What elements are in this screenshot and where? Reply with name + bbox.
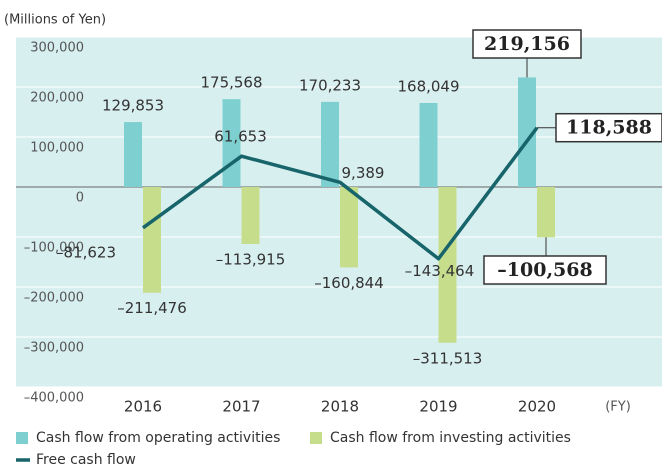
bar — [419, 102, 438, 187]
data-label: –113,915 — [216, 250, 286, 268]
data-label: 61,653 — [214, 128, 267, 146]
y-tick-label: –200,000 — [24, 291, 84, 306]
y-tick-label: 0 — [76, 191, 84, 206]
data-label: 168,049 — [397, 77, 459, 95]
legend-swatch — [16, 432, 28, 444]
y-tick-label: 300,000 — [30, 41, 84, 56]
data-label: 118,588 — [566, 117, 652, 139]
data-label-box — [555, 112, 662, 143]
data-label: 170,233 — [299, 76, 361, 94]
x-tick-label: 2019 — [419, 398, 457, 416]
bar — [321, 101, 339, 187]
data-label: –311,513 — [413, 349, 483, 367]
y-tick-label: –300,000 — [24, 341, 84, 356]
data-label: 175,568 — [200, 74, 262, 92]
bar — [124, 122, 142, 187]
y-tick-label: 100,000 — [30, 141, 84, 156]
x-tick-label: 2018 — [321, 398, 359, 416]
x-unit-label: (FY) — [605, 400, 631, 415]
data-label-box — [472, 29, 582, 59]
data-label: 219,156 — [484, 33, 570, 55]
data-label: –143,464 — [405, 262, 475, 280]
legend-label: Free cash flow — [36, 452, 136, 468]
line — [141, 126, 539, 261]
legend-swatch — [310, 432, 322, 444]
data-label: –160,844 — [314, 274, 384, 292]
bar — [241, 187, 260, 244]
x-tick-label: 2016 — [124, 398, 162, 416]
y-tick-label: –400,000 — [24, 391, 84, 406]
data-label: –100,568 — [497, 259, 592, 281]
data-label-box — [483, 255, 607, 285]
legend-label: Cash flow from investing activities — [330, 430, 571, 446]
x-tick-label: 2020 — [518, 398, 556, 416]
legend-label: Cash flow from operating activities — [36, 430, 280, 446]
bar — [438, 187, 457, 343]
data-label: –211,476 — [117, 299, 187, 317]
data-label: 129,853 — [102, 97, 164, 115]
x-tick-label: 2017 — [222, 398, 260, 416]
bar — [537, 187, 555, 238]
data-label: 9,389 — [342, 164, 385, 182]
unit-label: (Millions of Yen) — [4, 13, 106, 28]
bar — [340, 187, 358, 268]
y-tick-label: 200,000 — [30, 91, 84, 106]
bar — [143, 187, 161, 293]
y-tick-label: –100,000 — [24, 241, 84, 256]
bar — [518, 77, 536, 187]
data-label: –81,623 — [56, 243, 116, 261]
